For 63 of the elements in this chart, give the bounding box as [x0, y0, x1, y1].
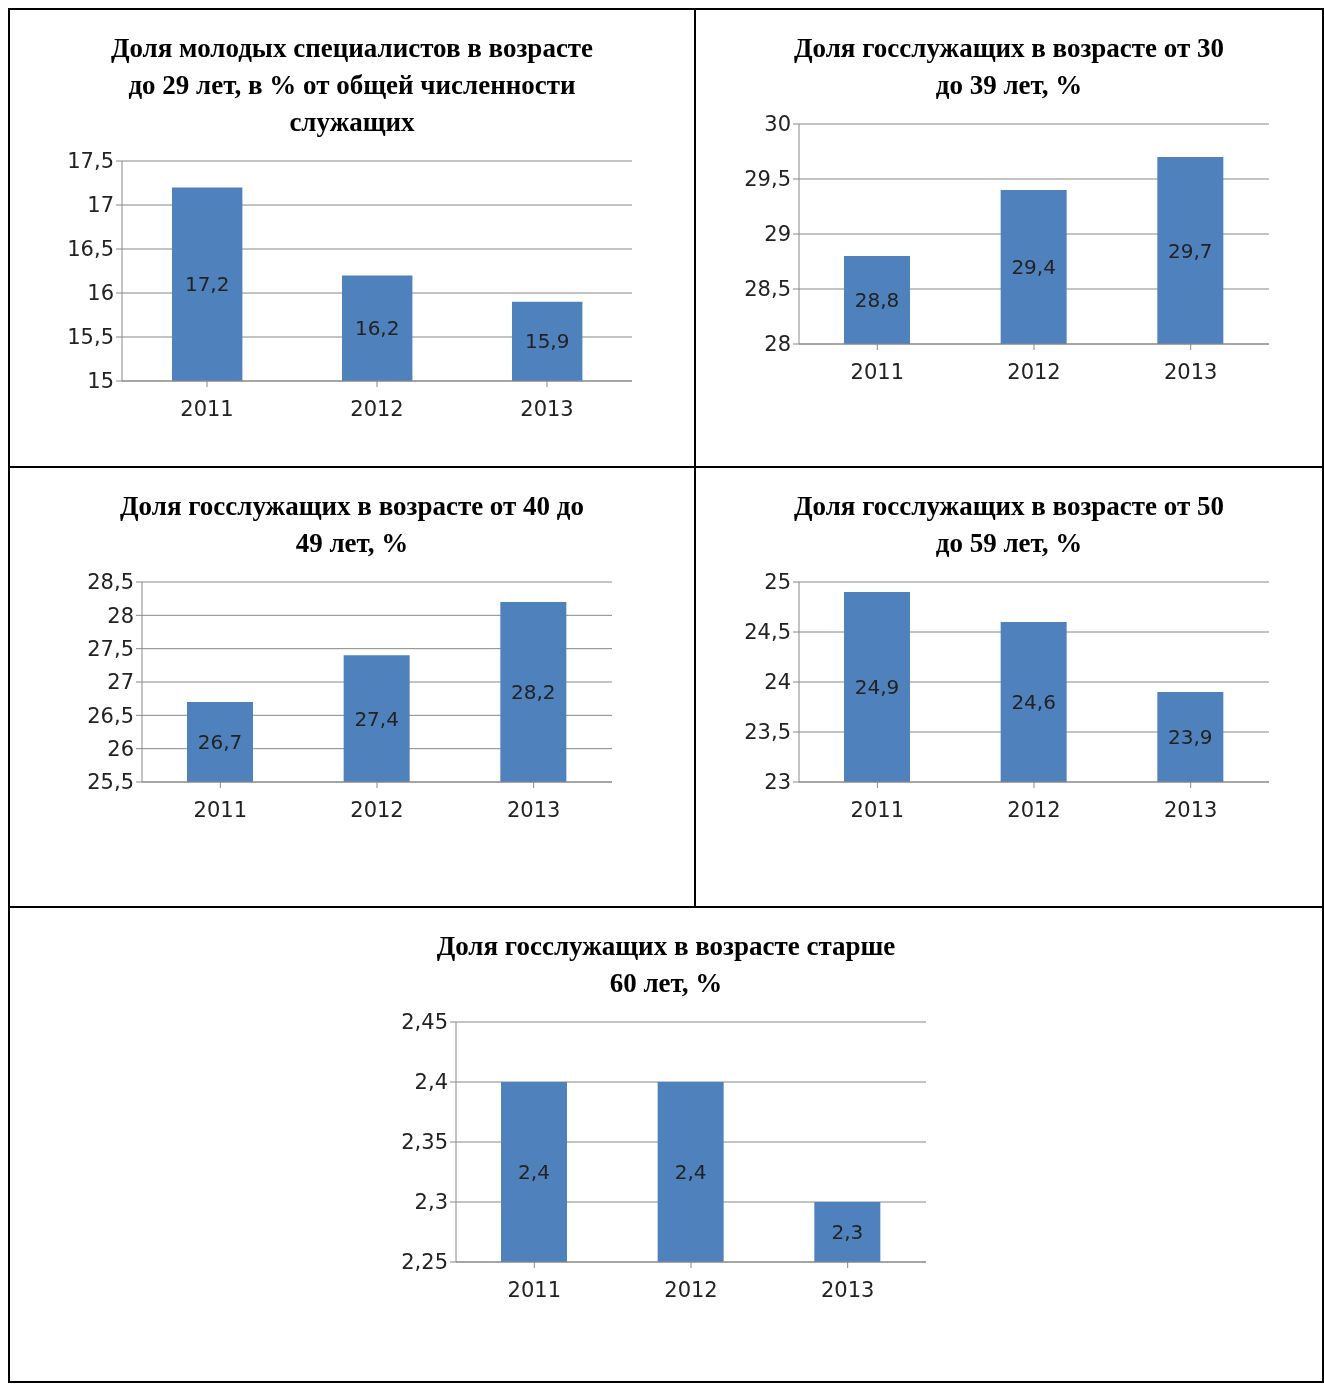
y-tick-label: 2,45	[401, 1010, 448, 1035]
y-tick-label: 17	[87, 193, 114, 218]
y-tick-label: 24	[764, 670, 791, 695]
x-tick-label: 2011	[850, 359, 905, 384]
data-label: 15,9	[524, 329, 570, 354]
x-tick-label: 2013	[1163, 797, 1218, 822]
y-tick-label: 2,35	[401, 1130, 448, 1155]
x-tick-label: 2012	[1007, 359, 1061, 384]
y-tick-label: 28,5	[744, 277, 791, 302]
y-tick-label: 25,5	[87, 770, 134, 795]
y-tick-label: 29	[764, 222, 791, 247]
chart-title: Доля молодых специалистов в возрасте до 29 лет, в % от общей численности служащих	[109, 32, 595, 139]
x-tick-label: 2011	[507, 1277, 562, 1302]
data-label: 29,4	[1011, 255, 1056, 279]
x-tick-label: 2012	[664, 1277, 718, 1302]
x-tick-label: 2011	[850, 797, 905, 822]
x-tick-label: 2012	[350, 797, 404, 822]
y-tick-label: 16	[87, 281, 114, 306]
y-tick-label: 24,5	[744, 620, 791, 645]
y-tick-label: 15,5	[67, 325, 114, 350]
y-tick-label: 2,4	[414, 1070, 448, 1095]
y-tick-label: 29,5	[744, 167, 791, 192]
x-tick-label: 2011	[193, 797, 248, 822]
x-tick-label: 2013	[1163, 359, 1218, 384]
x-tick-label: 2013	[520, 396, 574, 421]
data-label: 29,7	[1168, 238, 1213, 263]
y-tick-label: 2,25	[401, 1250, 448, 1275]
data-label: 28,2	[511, 680, 556, 704]
y-tick-label: 23	[764, 770, 791, 795]
x-tick-label: 2012	[350, 396, 404, 421]
data-label: 2,4	[674, 1160, 707, 1184]
y-tick-label: 2,3	[414, 1190, 448, 1215]
data-label: 2,3	[831, 1220, 864, 1244]
data-label: 23,9	[1168, 725, 1213, 749]
data-label: 26,7	[197, 730, 243, 754]
y-tick-label: 28,5	[87, 570, 134, 595]
chart-title: Доля госслужащих в возрасте от 50 до 59 лет, %	[793, 490, 1225, 560]
y-tick-label: 16,5	[67, 237, 114, 262]
x-tick-label: 2013	[820, 1277, 875, 1302]
data-label: 27,4	[354, 706, 399, 731]
y-tick-label: 28	[107, 603, 134, 628]
y-tick-label: 26,5	[87, 703, 134, 728]
y-tick-label: 28	[764, 332, 791, 357]
data-label: 28,8	[854, 288, 900, 312]
data-label: 24,6	[1011, 690, 1056, 714]
y-tick-label: 15	[87, 369, 114, 394]
data-label: 16,2	[354, 316, 400, 341]
data-label: 2,4	[518, 1160, 550, 1184]
y-tick-label: 23,5	[744, 720, 791, 745]
y-tick-label: 27	[107, 670, 134, 695]
chart-title: Доля госслужащих в возрасте старше 60 лет, %	[435, 930, 897, 1000]
y-tick-label: 30	[764, 112, 791, 137]
x-tick-label: 2011	[180, 396, 234, 421]
data-label: 24,9	[854, 675, 900, 699]
y-tick-label: 25	[764, 570, 791, 595]
chart-title: Доля госслужащих в возрасте от 30 до 39 лет, %	[793, 32, 1225, 102]
y-tick-label: 27,5	[87, 637, 134, 662]
data-label: 17,2	[184, 272, 230, 297]
x-tick-label: 2013	[506, 797, 561, 822]
y-tick-label: 26	[107, 737, 134, 762]
x-tick-label: 2012	[1007, 797, 1061, 822]
y-tick-label: 17,5	[67, 149, 114, 174]
chart-title: Доля госслужащих в возрасте от 40 до 49 лет, %	[119, 490, 585, 560]
